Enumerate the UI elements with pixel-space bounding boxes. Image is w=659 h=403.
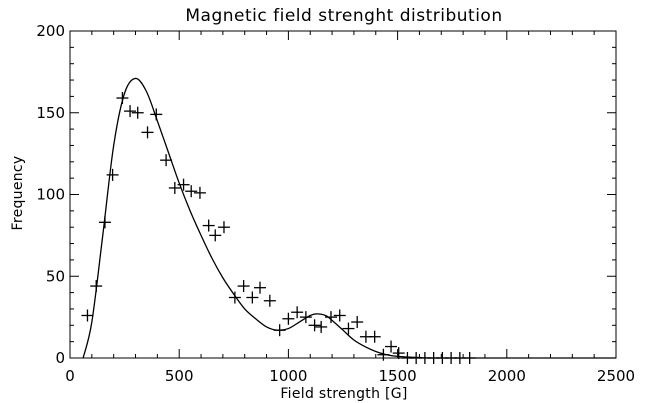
data-point-marker xyxy=(392,347,405,360)
data-point-marker xyxy=(282,312,295,325)
data-point-marker xyxy=(351,316,364,329)
data-point-marker xyxy=(342,322,355,335)
y-tick-label: 200 xyxy=(36,22,65,40)
data-point-marker xyxy=(124,105,137,118)
y-tick-label: 0 xyxy=(55,349,65,367)
y-tick-label: 100 xyxy=(36,186,65,204)
y-tick-label: 50 xyxy=(46,267,65,285)
data-point-marker xyxy=(299,311,312,324)
x-tick-label: 1500 xyxy=(379,367,417,385)
y-axis-label: Frequency xyxy=(10,155,26,230)
x-tick-label: 1000 xyxy=(269,367,307,385)
data-point-marker xyxy=(237,280,250,293)
data-point-marker xyxy=(463,352,476,364)
data-point-marker xyxy=(177,178,190,191)
data-point-marker xyxy=(90,280,103,293)
data-point-marker xyxy=(228,291,241,304)
data-point-marker xyxy=(168,181,181,194)
data-point-marker xyxy=(160,154,173,167)
data-point-marker xyxy=(131,106,144,119)
data-point-marker xyxy=(246,291,259,304)
chart-title: Magnetic field strenght distribution xyxy=(185,6,502,26)
data-point-marker xyxy=(273,324,286,337)
data-markers xyxy=(81,92,476,364)
data-point-marker xyxy=(217,221,230,234)
data-point-marker xyxy=(193,186,206,199)
data-point-marker xyxy=(291,306,304,319)
y-tick-label: 150 xyxy=(36,104,65,122)
data-point-marker xyxy=(150,108,163,121)
axis-ticks xyxy=(69,30,617,359)
x-axis-label: Field strength [G] xyxy=(280,386,407,402)
data-point-marker xyxy=(263,294,276,307)
data-point-marker xyxy=(81,309,94,322)
data-point-marker xyxy=(185,185,198,198)
data-point-marker xyxy=(333,309,346,322)
plot-frame xyxy=(69,30,617,359)
data-point-marker xyxy=(116,92,129,105)
tick-labels: 0 500 1000 1500 2000 2500 0 50 100 150 200 xyxy=(36,22,635,385)
data-point-marker xyxy=(141,126,154,139)
x-tick-label: 2500 xyxy=(597,367,635,385)
data-point-marker xyxy=(106,168,119,181)
data-point-marker xyxy=(254,281,267,294)
data-point-marker xyxy=(202,219,215,232)
data-point-marker xyxy=(315,320,328,333)
data-point-marker xyxy=(385,340,398,353)
x-tick-label: 0 xyxy=(65,367,75,385)
data-point-marker xyxy=(324,311,337,324)
data-point-marker xyxy=(209,229,222,242)
data-point-marker xyxy=(368,330,381,343)
fit-curve-line xyxy=(82,77,616,359)
data-point-marker xyxy=(308,319,321,332)
data-point-marker xyxy=(98,216,111,229)
x-tick-label: 500 xyxy=(165,367,194,385)
data-point-marker xyxy=(377,348,390,361)
x-tick-label: 2000 xyxy=(488,367,526,385)
